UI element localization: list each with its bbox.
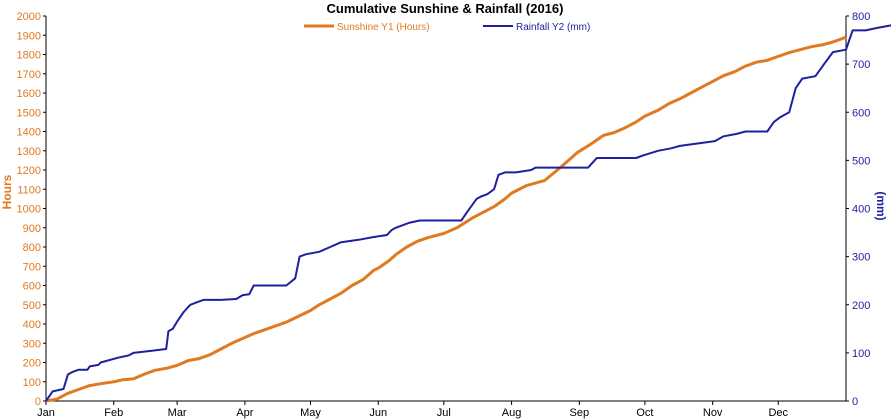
x-tick-label: Feb <box>104 407 123 419</box>
x-tick-label: Jun <box>369 407 387 419</box>
legend: Sunshine Y1 (Hours) Rainfall Y2 (mm) <box>304 22 590 33</box>
y-left-tick-label: 1400 <box>17 127 41 139</box>
y-left-tick-label: 700 <box>23 261 41 273</box>
y-left-tick-label: 1800 <box>17 50 41 62</box>
y-right-tick-label: 100 <box>852 348 870 360</box>
y-axis-right-label: (mm) <box>874 191 888 220</box>
legend-label-rainfall: Rainfall Y2 (mm) <box>516 22 590 33</box>
series-line-sunshine <box>45 35 847 403</box>
x-tick-label: Oct <box>636 407 653 419</box>
x-tick-label: Mar <box>168 407 187 419</box>
x-tick-label: Jul <box>437 407 451 419</box>
y-left-tick-label: 1200 <box>17 165 41 177</box>
x-tick-label: Apr <box>236 407 253 419</box>
y-left-tick-label: 500 <box>23 300 41 312</box>
legend-label-sunshine: Sunshine Y1 (Hours) <box>337 22 430 33</box>
y-left-tick-label: 1300 <box>17 146 41 158</box>
y-left-tick-label: 900 <box>23 223 41 235</box>
y-left-tick-label: 200 <box>23 358 41 370</box>
x-tick-label: May <box>300 407 321 419</box>
y-left-tick-label: 300 <box>23 338 41 350</box>
y-left-tick-label: 2000 <box>17 11 41 23</box>
y-right-tick-label: 800 <box>852 11 870 23</box>
y-left-tick-label: 1100 <box>17 184 41 196</box>
y-left-tick-label: 600 <box>23 281 41 293</box>
y-axis-left-label: Hours <box>0 174 14 209</box>
chart-title: Cumulative Sunshine & Rainfall (2016) <box>327 1 564 16</box>
y-left-tick-label: 1500 <box>17 107 41 119</box>
y-left-tick-label: 1900 <box>17 30 41 42</box>
y-right-tick-label: 200 <box>852 300 870 312</box>
y-right-tick-label: 300 <box>852 252 870 264</box>
y-right-tick-label: 600 <box>852 107 870 119</box>
x-tick-label: Jan <box>37 407 55 419</box>
tick-labels: 0100200300400500600700800900100011001200… <box>17 11 871 419</box>
series-lines <box>45 24 891 403</box>
y-right-tick-label: 700 <box>852 59 870 71</box>
y-left-tick-label: 800 <box>23 242 41 254</box>
y-right-tick-label: 0 <box>852 396 858 408</box>
x-tick-label: Sep <box>570 407 590 419</box>
y-right-tick-label: 500 <box>852 155 870 167</box>
y-left-tick-label: 1000 <box>17 204 41 216</box>
y-right-tick-label: 400 <box>852 204 870 216</box>
y-left-tick-label: 0 <box>35 396 41 408</box>
x-tick-label: Nov <box>703 407 723 419</box>
x-tick-label: Dec <box>768 407 788 419</box>
y-left-tick-label: 100 <box>23 377 41 389</box>
x-tick-label: Aug <box>502 407 522 419</box>
y-left-tick-label: 1600 <box>17 88 41 100</box>
series-line-rainfall <box>45 24 891 402</box>
y-left-tick-label: 1700 <box>17 69 41 81</box>
y-left-tick-label: 400 <box>23 319 41 331</box>
axes <box>43 15 849 405</box>
